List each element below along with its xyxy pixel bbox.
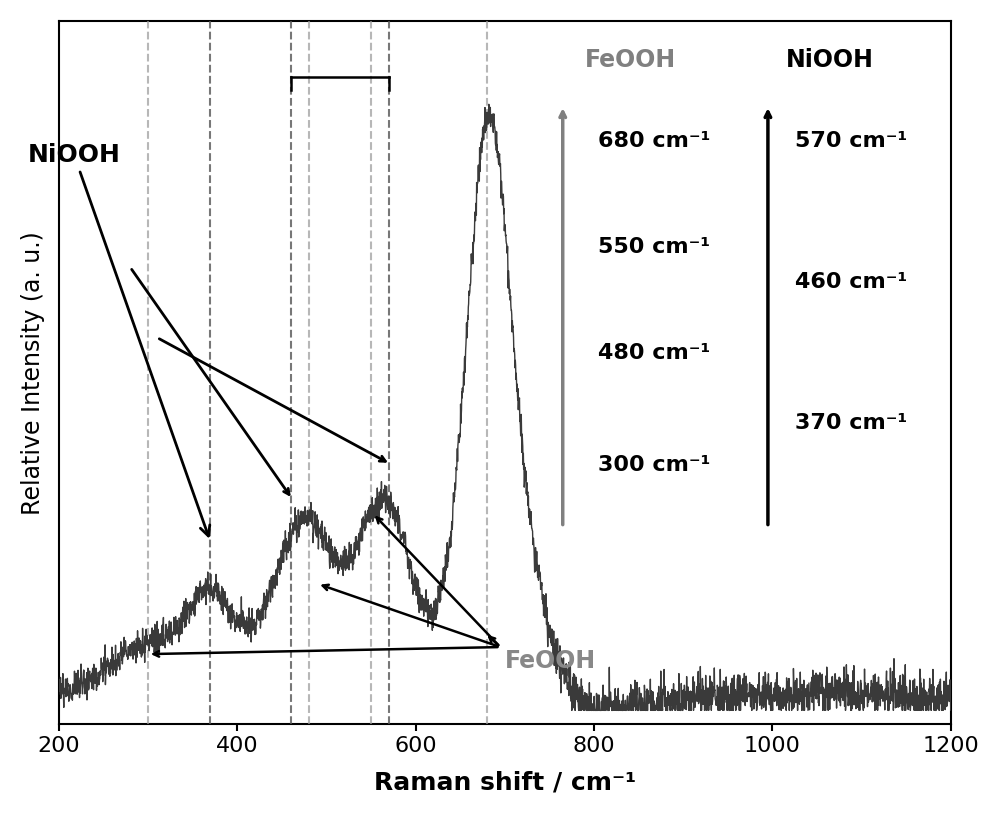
X-axis label: Raman shift / cm⁻¹: Raman shift / cm⁻¹ [374, 770, 636, 794]
Text: 480 cm⁻¹: 480 cm⁻¹ [598, 342, 711, 363]
Text: FeOOH: FeOOH [585, 47, 676, 72]
Text: 680 cm⁻¹: 680 cm⁻¹ [598, 131, 711, 152]
Text: 460 cm⁻¹: 460 cm⁻¹ [795, 272, 907, 293]
Text: FeOOH: FeOOH [505, 650, 596, 673]
Text: 370 cm⁻¹: 370 cm⁻¹ [795, 413, 907, 433]
Text: NiOOH: NiOOH [27, 143, 210, 536]
Y-axis label: Relative Intensity (a. u.): Relative Intensity (a. u.) [21, 231, 45, 514]
Text: 300 cm⁻¹: 300 cm⁻¹ [598, 455, 711, 475]
Text: 570 cm⁻¹: 570 cm⁻¹ [795, 131, 907, 152]
Text: 550 cm⁻¹: 550 cm⁻¹ [598, 237, 711, 257]
Text: NiOOH: NiOOH [786, 47, 874, 72]
